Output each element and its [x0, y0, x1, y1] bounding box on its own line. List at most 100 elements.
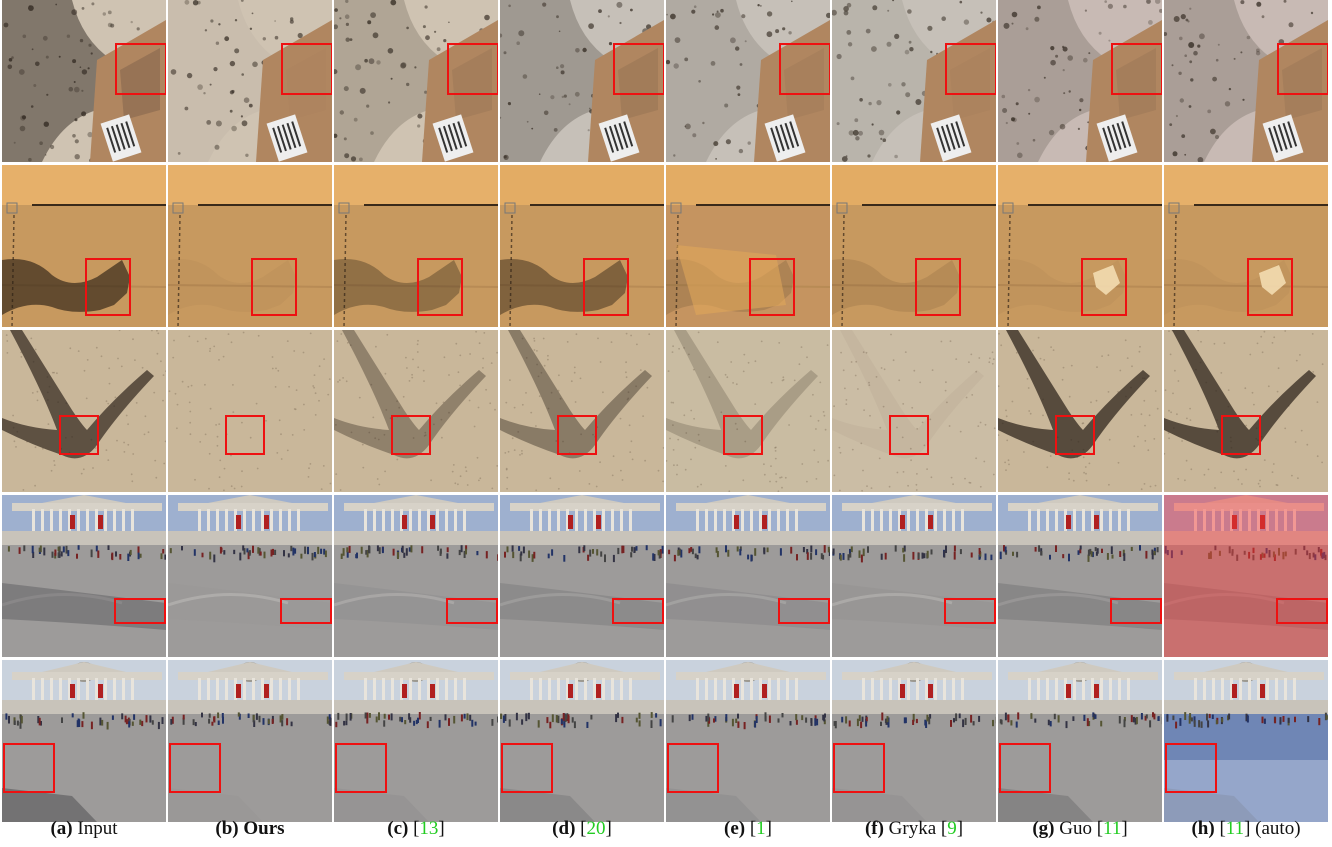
highlight-box [749, 258, 795, 316]
highlight-box [251, 258, 297, 316]
highlight-box [280, 598, 332, 624]
highlight-box [779, 43, 830, 95]
highlight-box [915, 258, 961, 316]
caption-letter: (g) [1032, 818, 1055, 839]
result-image-sand-5 [832, 330, 996, 492]
result-image-cardboard-surface-7 [1164, 165, 1328, 327]
caption-column-4: (e) [1] [724, 818, 772, 839]
result-image-sand-7 [1164, 330, 1328, 492]
result-image-cardboard-surface-0 [2, 165, 166, 327]
highlight-box [1277, 43, 1328, 95]
caption-method-name: Gryka [888, 818, 937, 839]
result-image-sand-with-cardboard-box-3 [500, 0, 664, 162]
highlight-box [85, 258, 131, 316]
result-image-trafalgar-square-gallery-wide-6 [998, 660, 1162, 822]
highlight-box [501, 743, 553, 793]
result-image-trafalgar-square-gallery-0 [2, 495, 166, 657]
highlight-box [1221, 415, 1261, 455]
highlight-box [335, 743, 387, 793]
highlight-box [281, 43, 332, 95]
caption-column-5: (f) Gryka [9] [864, 818, 964, 839]
result-image-sand-2 [334, 330, 498, 492]
results-grid [2, 0, 1330, 822]
result-image-cardboard-surface-5 [832, 165, 996, 327]
highlight-box [169, 743, 221, 793]
citation-link[interactable]: 11 [1103, 818, 1122, 839]
citation-link[interactable]: 1 [756, 818, 766, 839]
citation-link[interactable]: 11 [1225, 818, 1245, 839]
result-image-cardboard-surface-3 [500, 165, 664, 327]
caption-letter: (d) [552, 818, 576, 839]
result-image-sand-with-cardboard-box-5 [832, 0, 996, 162]
result-image-trafalgar-square-gallery-wide-2 [334, 660, 498, 822]
highlight-box [667, 743, 719, 793]
caption-letter: (c) [387, 818, 409, 839]
result-image-cardboard-surface-4 [666, 165, 830, 327]
highlight-box [1165, 743, 1217, 793]
highlight-box [613, 43, 664, 95]
highlight-box [889, 415, 929, 455]
highlight-box [417, 258, 463, 316]
caption-letter: (b) [215, 818, 239, 839]
result-image-trafalgar-square-gallery-wide-0 [2, 660, 166, 822]
highlight-box [3, 743, 55, 793]
caption-method-name: Input [77, 818, 118, 839]
caption-column-3: (d) [20] [552, 818, 612, 839]
highlight-box [1247, 258, 1293, 316]
result-image-sand-with-cardboard-box-7 [1164, 0, 1328, 162]
highlight-box [1276, 598, 1328, 624]
result-image-sand-with-cardboard-box-0 [2, 0, 166, 162]
caption-column-1: (b) Ours [168, 818, 332, 840]
result-image-sand-with-cardboard-box-4 [666, 0, 830, 162]
caption-letter: (a) [50, 818, 73, 839]
result-image-trafalgar-square-gallery-4 [666, 495, 830, 657]
result-image-trafalgar-square-gallery-2 [334, 495, 498, 657]
highlight-box [391, 415, 431, 455]
highlight-box [114, 598, 166, 624]
result-image-sand-with-cardboard-box-1 [168, 0, 332, 162]
highlight-box [1111, 43, 1162, 95]
result-image-cardboard-surface-2 [334, 165, 498, 327]
result-image-trafalgar-square-gallery-wide-3 [500, 660, 664, 822]
result-image-sand-0 [2, 330, 166, 492]
highlight-box [999, 743, 1051, 793]
highlight-box [59, 415, 99, 455]
result-image-trafalgar-square-gallery-6 [998, 495, 1162, 657]
caption-letter: (e) [724, 818, 746, 839]
result-image-sand-1 [168, 330, 332, 492]
result-image-sand-4 [666, 330, 830, 492]
highlight-box [833, 743, 885, 793]
citation-link[interactable]: 20 [586, 818, 606, 839]
result-image-cardboard-surface-1 [168, 165, 332, 327]
highlight-box [115, 43, 166, 95]
highlight-box [612, 598, 664, 624]
highlight-box [583, 258, 629, 316]
caption-column-7: (h) [11] (auto) [1191, 818, 1301, 839]
citation-link[interactable]: 9 [947, 818, 957, 839]
result-image-trafalgar-square-gallery-7 [1164, 495, 1328, 657]
result-image-trafalgar-square-gallery-wide-7 [1164, 660, 1328, 822]
caption-suffix: (auto) [1250, 818, 1301, 839]
result-image-trafalgar-square-gallery-wide-1 [168, 660, 332, 822]
caption-method-name: Ours [243, 818, 285, 839]
citation-link[interactable]: 13 [419, 818, 439, 839]
highlight-box [447, 43, 498, 95]
caption-column-2: (c) [13] [387, 818, 445, 839]
result-image-trafalgar-square-gallery-1 [168, 495, 332, 657]
result-image-sand-with-cardboard-box-6 [998, 0, 1162, 162]
result-image-trafalgar-square-gallery-3 [500, 495, 664, 657]
result-image-cardboard-surface-6 [998, 165, 1162, 327]
highlight-box [557, 415, 597, 455]
caption-column-6: (g) Guo [11] [1032, 818, 1128, 839]
highlight-box [778, 598, 830, 624]
result-image-trafalgar-square-gallery-wide-4 [666, 660, 830, 822]
highlight-box [944, 598, 996, 624]
result-image-sand-with-cardboard-box-2 [334, 0, 498, 162]
caption-column-0: (a) Input [2, 818, 166, 840]
result-image-trafalgar-square-gallery-wide-5 [832, 660, 996, 822]
column-captions: (a) Input (b) Ours (c) [13] (d) [20] (e) [1]… [2, 812, 1330, 846]
result-image-trafalgar-square-gallery-5 [832, 495, 996, 657]
highlight-box [446, 598, 498, 624]
highlight-box [1110, 598, 1162, 624]
highlight-box [225, 415, 265, 455]
